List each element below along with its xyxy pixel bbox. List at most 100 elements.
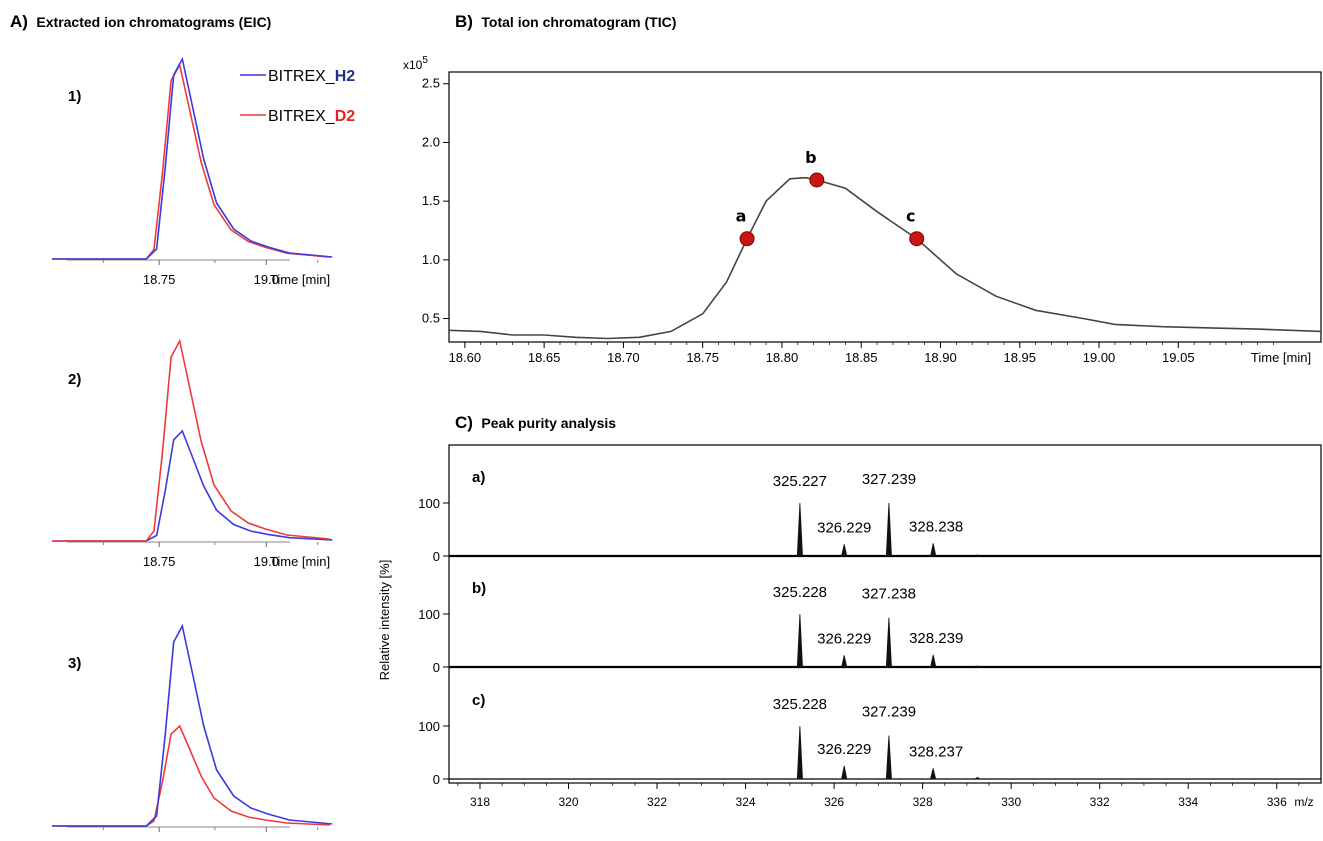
spectrum-peak-label: 325.228: [773, 696, 827, 713]
panel-b-letter: B): [455, 12, 473, 31]
spectrum-peak: [930, 654, 937, 668]
tic-x-axis-label: Time [min]: [1251, 350, 1311, 365]
spectrum-peak-label: 327.239: [862, 471, 916, 488]
spectrum-peak: [796, 613, 803, 668]
legend-label-d2: BITREX_D2: [268, 108, 355, 125]
panel-b-title-text: Total ion chromatogram (TIC): [481, 14, 676, 30]
tic-x-tick-label: 19.05: [1162, 350, 1195, 365]
spectra-y-axis-label: Relative intensity [%]: [377, 560, 392, 681]
tic-x-tick-label: 18.70: [607, 350, 640, 365]
spectra-plot-frame: [448, 444, 1322, 784]
spectrum-peak-label: 325.228: [773, 584, 827, 601]
spectrum-peak-label: 328.238: [909, 518, 963, 535]
spectra-x-tick-label: 328: [913, 795, 933, 809]
eic-series-bitrex_d2: [52, 338, 330, 542]
spectrum-peak: [796, 502, 803, 557]
eic-subplot-1-label: 1): [68, 88, 81, 105]
spectrum-peak-label: 327.239: [862, 704, 916, 721]
spectra-x-tick-label: 318: [470, 795, 490, 809]
tic-y-tick-label: 1.0: [422, 252, 440, 267]
spectra-x-tick-label: 332: [1090, 795, 1110, 809]
spectrum-y-tick-label: 0: [433, 660, 440, 675]
spectrum-peak-label: 326.229: [817, 741, 871, 758]
tic-point-b: [809, 172, 825, 188]
spectra-x-tick-label: 322: [647, 795, 667, 809]
tic-point-label-b: b: [805, 148, 816, 167]
tic-series-line: [448, 176, 1322, 340]
spectrum-peak: [885, 735, 892, 780]
spectrum-peak-label: 326.229: [817, 630, 871, 647]
spectrum-peak: [841, 655, 848, 668]
tic-x-tick-label: 18.90: [924, 350, 957, 365]
eic-series-bitrex_d2: [52, 62, 330, 260]
tic-y-tick-label: 2.5: [422, 76, 440, 91]
tic-x-tick-label: 18.95: [1003, 350, 1036, 365]
spectrum-peak-label: 325.227: [773, 473, 827, 490]
tic-x-tick-label: 18.75: [686, 350, 719, 365]
spectrum-peak: [885, 617, 892, 668]
panel-b-title: B) Total ion chromatogram (TIC): [455, 12, 676, 31]
eic-series-bitrex_d2: [52, 724, 330, 827]
legend-label-h2: BITREX_H2: [268, 68, 355, 85]
spectra-x-tick-label: 324: [736, 795, 756, 809]
spectrum-peak-label: 328.237: [909, 743, 963, 760]
tic-point-label-a: a: [736, 207, 747, 226]
tic-x-tick-label: 19.00: [1083, 350, 1116, 365]
eic-subplot-3-label: 3): [68, 655, 81, 672]
tic-y-tick-label: 1.5: [422, 193, 440, 208]
eic-x-tick-label: 18.75: [143, 839, 176, 841]
tic-multiplier-exp: 5: [422, 55, 428, 66]
spectrum-label: b): [472, 580, 486, 597]
spectra-x-tick-label: 320: [558, 795, 578, 809]
tic-point-label-c: c: [906, 207, 915, 226]
eic-x-axis-label: Time [min]: [270, 272, 330, 287]
spectrum-peak-label: 328.239: [909, 630, 963, 647]
panel-c-title-text: Peak purity analysis: [481, 415, 616, 431]
spectrum-peak: [929, 768, 937, 780]
panel-c-letter: C): [455, 413, 473, 432]
spectrum-peak: [796, 725, 803, 780]
tic-multiplier-base: x10: [403, 58, 423, 72]
tic-x-tick-label: 18.80: [766, 350, 799, 365]
tic-y-tick-label: 2.0: [422, 134, 440, 149]
eic-x-tick-label: 19.0: [254, 272, 279, 287]
spectrum-peak: [885, 502, 892, 557]
eic-series-bitrex_h2: [52, 429, 333, 542]
spectrum-peak: [930, 543, 937, 557]
legend-d2-suffix: D2: [335, 108, 356, 125]
tic-x-tick-label: 18.60: [449, 350, 482, 365]
spectra-x-tick-label: 326: [824, 795, 844, 809]
spectrum-y-tick-label: 0: [433, 549, 440, 564]
eic-series-bitrex_h2: [52, 623, 333, 827]
spectrum-y-tick-label: 100: [418, 719, 440, 734]
spectrum-peak: [974, 554, 981, 557]
eic-x-tick-label: 18.75: [143, 554, 176, 569]
spectrum-peak-label: 326.229: [817, 519, 871, 536]
eic-x-tick-label: 19.0: [254, 554, 279, 569]
spectrum-peak: [841, 544, 848, 557]
eic-series-bitrex_h2: [52, 56, 333, 260]
spectrum-peak: [973, 776, 982, 780]
tic-point-a: [739, 231, 755, 247]
tic-x-tick-label: 18.85: [845, 350, 878, 365]
panel-a-title: A) Extracted ion chromatograms (EIC): [10, 12, 271, 31]
tic-y-tick-label: 0.5: [422, 311, 440, 326]
spectra-x-axis-label: m/z: [1294, 795, 1313, 809]
eic-subplot-2-label: 2): [68, 371, 81, 388]
spectrum-y-tick-label: 0: [433, 772, 440, 787]
spectra-x-tick-label: 334: [1178, 795, 1198, 809]
spectra-plot: a) 100 0 325.227 326.229 327.239 328.238 b) 100 0…: [418, 469, 1321, 809]
legend-h2-suffix: H2: [335, 68, 356, 85]
spectrum-label: a): [472, 469, 485, 486]
tic-multiplier: x105: [403, 55, 428, 72]
spectra-x-tick-label: 330: [1001, 795, 1021, 809]
tic-plot: 0.5 1.0 1.5 2.0 2.5 18.60 18.65 18.70 18.75 18.80…: [422, 76, 1322, 365]
spectrum-y-tick-label: 100: [418, 607, 440, 622]
panel-a-letter: A): [10, 12, 28, 31]
spectrum-label: c): [472, 692, 485, 709]
panel-a-legend: BITREX_H2 BITREX_D2: [240, 68, 355, 125]
spectra-x-tick-label: 336: [1267, 795, 1287, 809]
eic-x-tick-label: 19.0: [254, 839, 279, 841]
